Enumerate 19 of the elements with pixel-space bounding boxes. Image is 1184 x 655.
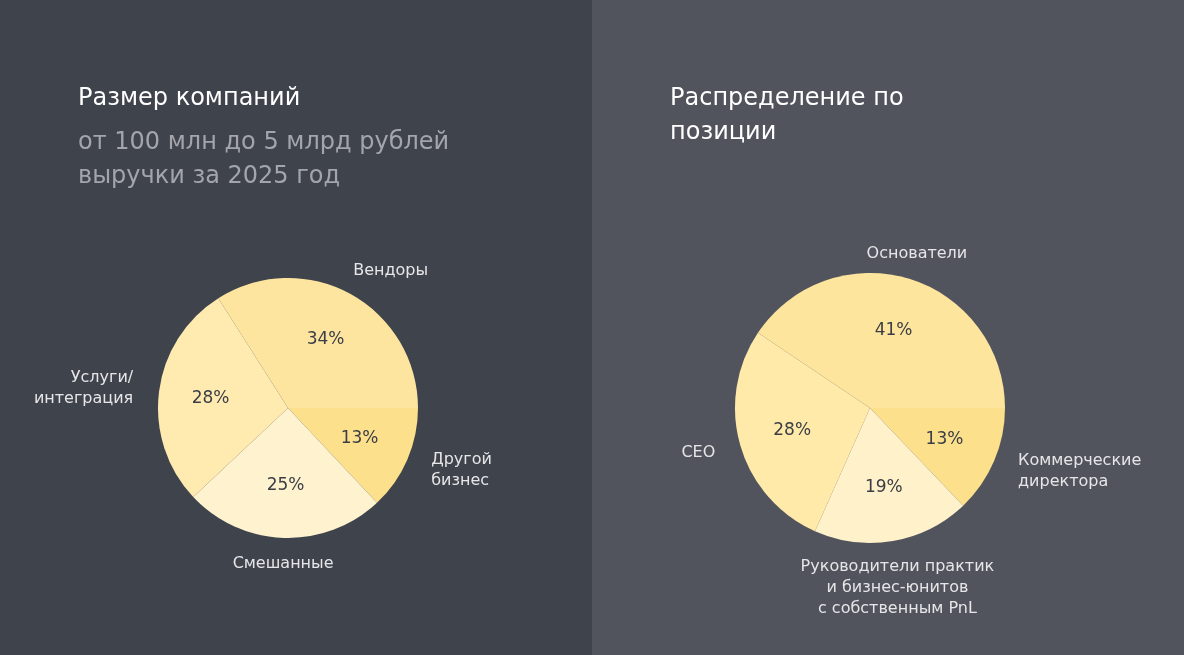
data-label: 19%	[864, 476, 903, 497]
slice-label: Основатели	[866, 243, 968, 263]
slice-label: Смешанные	[232, 553, 334, 573]
chart-subtitle: от 100 млн до 5 млрд рублей выручки за 2025 год	[78, 126, 451, 191]
slice-label: Коммерческие директора	[1018, 450, 1142, 490]
data-label: 25%	[266, 474, 305, 495]
slice-label: CEO	[681, 441, 716, 461]
slice-label: Руководители практик и бизнес-юнитов с собственным PnL	[800, 555, 995, 617]
slice-label: Вендоры	[353, 260, 429, 280]
data-label: 13%	[340, 427, 379, 448]
data-label: 13%	[925, 428, 964, 449]
data-label: 34%	[306, 328, 345, 349]
data-label: 28%	[773, 418, 812, 439]
data-label: 41%	[874, 318, 913, 339]
chart-title: Распределение по позиции	[670, 82, 905, 147]
slice-label: Другой бизнес	[431, 448, 492, 489]
data-label: 28%	[191, 386, 230, 407]
slice-label: Услуги/ интеграция	[33, 367, 134, 408]
chart-title: Размер компаний	[78, 82, 302, 113]
